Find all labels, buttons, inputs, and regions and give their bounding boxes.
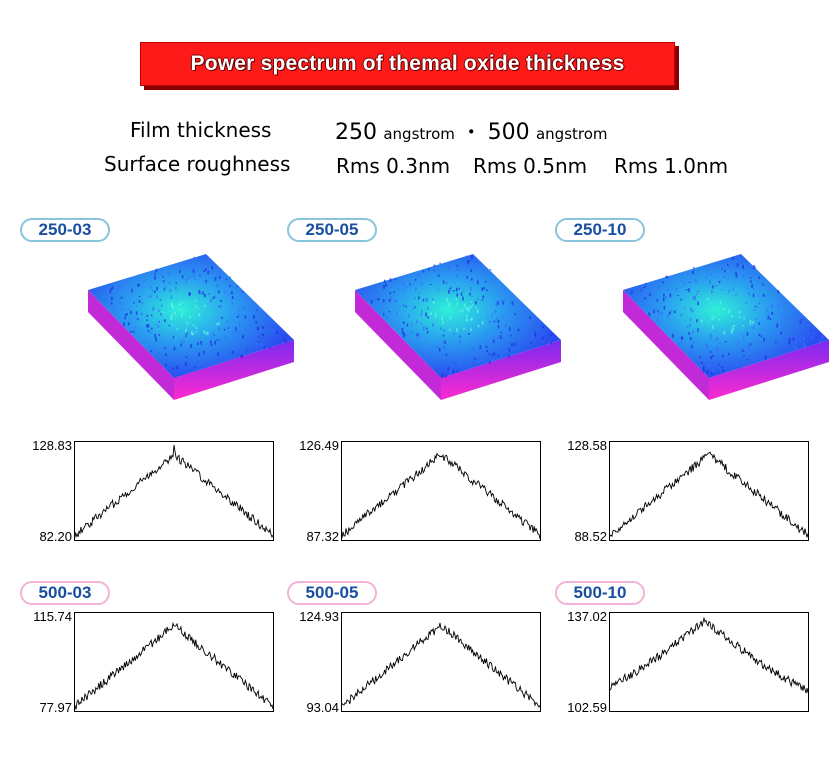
sample-label-500-03: 500-03: [20, 581, 110, 605]
spectrum-plot-250-10: [609, 441, 809, 541]
spectrum-plot-250-05: [341, 441, 541, 541]
plot-frame: [341, 441, 541, 541]
plot-frame: [609, 441, 809, 541]
spectrum-line: [609, 616, 809, 694]
film-value-2: 500: [487, 120, 530, 145]
surface-map-250-10: [623, 254, 829, 400]
surface-map-250-03: [88, 254, 294, 400]
spectrum-plot-500-03: [74, 612, 274, 712]
rms-value-1: Rms 0.3nm: [336, 154, 451, 178]
rms-value-2: Rms 0.5nm: [473, 154, 588, 178]
spectrum-plot-250-03: [74, 441, 274, 541]
y-max-label: 124.93: [299, 609, 339, 624]
sample-label-500-05: 500-05: [287, 581, 377, 605]
y-min-label: 87.32: [306, 529, 339, 544]
y-max-label: 137.02: [567, 609, 607, 624]
film-unit-1: angstrom: [383, 125, 455, 143]
y-min-label: 82.20: [39, 529, 72, 544]
spectrum-line: [74, 444, 274, 539]
spectrum-plot-500-10: [609, 612, 809, 712]
spectrum-line: [341, 622, 541, 708]
film-thickness-values: 250 angstrom ・ 500 angstrom: [335, 116, 608, 145]
sample-label-250-03: 250-03: [20, 218, 110, 242]
title-banner: Power spectrum of themal oxide thickness: [140, 42, 681, 92]
film-unit-2: angstrom: [535, 125, 608, 143]
film-thickness-label: Film thickness: [130, 118, 272, 142]
sample-label-500-10: 500-10: [555, 581, 645, 605]
y-min-label: 93.04: [306, 700, 339, 715]
y-min-label: 102.59: [567, 700, 607, 715]
plot-frame: [609, 612, 809, 712]
surface-roughness-label: Surface roughness: [104, 152, 291, 176]
rms-value-3: Rms 1.0nm: [614, 154, 729, 178]
page-title: Power spectrum of themal oxide thickness: [190, 52, 625, 75]
spectrum-line: [609, 451, 809, 538]
spectrum-plot-500-05: [341, 612, 541, 712]
spectrum-line: [74, 621, 274, 710]
y-min-label: 88.52: [574, 529, 607, 544]
spectrum-line: [341, 452, 541, 539]
surface-map-250-05: [355, 254, 561, 400]
sample-label-250-05: 250-05: [287, 218, 377, 242]
film-value-1: 250: [335, 120, 377, 145]
y-max-label: 126.49: [299, 438, 339, 453]
title-box: Power spectrum of themal oxide thickness: [140, 42, 675, 86]
y-max-label: 128.83: [32, 438, 72, 453]
sample-label-250-10: 250-10: [555, 218, 645, 242]
y-min-label: 77.97: [39, 700, 72, 715]
y-max-label: 128.58: [567, 438, 607, 453]
film-separator: ・: [461, 120, 482, 144]
plot-frame: [74, 612, 274, 712]
y-max-label: 115.74: [33, 609, 72, 624]
plot-frame: [74, 441, 274, 541]
